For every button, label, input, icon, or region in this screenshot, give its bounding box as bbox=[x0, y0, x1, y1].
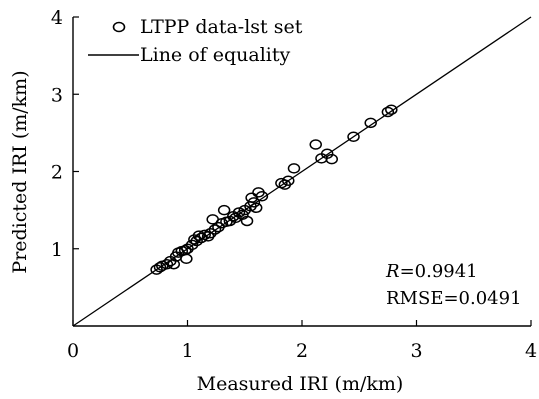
legend-label-equality: Line of equality bbox=[140, 44, 290, 66]
data-point bbox=[347, 131, 360, 142]
x-axis-label: Measured IRI (m/km) bbox=[197, 373, 404, 395]
data-point bbox=[282, 175, 295, 187]
y-tick-label: 1 bbox=[51, 239, 63, 261]
data-point bbox=[325, 153, 339, 165]
r-value: R=0.9941 bbox=[385, 261, 478, 282]
data-point bbox=[229, 212, 242, 224]
r-symbol: R bbox=[385, 261, 400, 282]
legend-label-data: LTPP data-lst set bbox=[140, 16, 303, 38]
data-point bbox=[160, 258, 174, 270]
data-point bbox=[287, 163, 301, 174]
data-point bbox=[255, 190, 269, 202]
data-point bbox=[194, 232, 208, 244]
data-point bbox=[153, 262, 167, 273]
x-tick-label: 4 bbox=[525, 340, 537, 362]
data-point bbox=[247, 197, 261, 208]
rmse-value: RMSE=0.0491 bbox=[386, 288, 522, 309]
data-point bbox=[192, 230, 206, 241]
y-axis-label: Predicted IRI (m/km) bbox=[9, 70, 31, 273]
data-point bbox=[217, 204, 231, 216]
x-tick-label: 3 bbox=[410, 340, 422, 362]
y-tick-label: 2 bbox=[51, 162, 63, 184]
data-point bbox=[167, 258, 181, 270]
data-point bbox=[240, 215, 254, 227]
data-point bbox=[232, 207, 246, 218]
legend-circle-marker bbox=[112, 21, 126, 33]
plot-area bbox=[72, 16, 532, 327]
x-tick-label: 1 bbox=[181, 340, 193, 362]
data-point bbox=[381, 106, 395, 118]
data-point bbox=[208, 224, 222, 235]
data-point bbox=[180, 253, 193, 265]
line-of-equality bbox=[72, 16, 532, 327]
legend: LTPP data-lst set Line of equality bbox=[88, 16, 303, 66]
stats-annotation: R=0.9941 RMSE=0.0491 bbox=[385, 261, 522, 309]
x-tick-label: 2 bbox=[296, 340, 308, 362]
tick-labels: 0 1 2 3 4 1 2 3 4 bbox=[51, 7, 537, 362]
r-number: =0.9941 bbox=[400, 261, 478, 282]
data-point bbox=[249, 202, 263, 214]
data-point bbox=[364, 117, 377, 129]
y-tick-label: 3 bbox=[51, 84, 63, 106]
y-tick-label: 4 bbox=[51, 7, 63, 29]
data-point bbox=[320, 148, 334, 159]
x-tick-label: 0 bbox=[67, 340, 79, 362]
data-point bbox=[309, 139, 322, 150]
data-point bbox=[385, 104, 398, 115]
